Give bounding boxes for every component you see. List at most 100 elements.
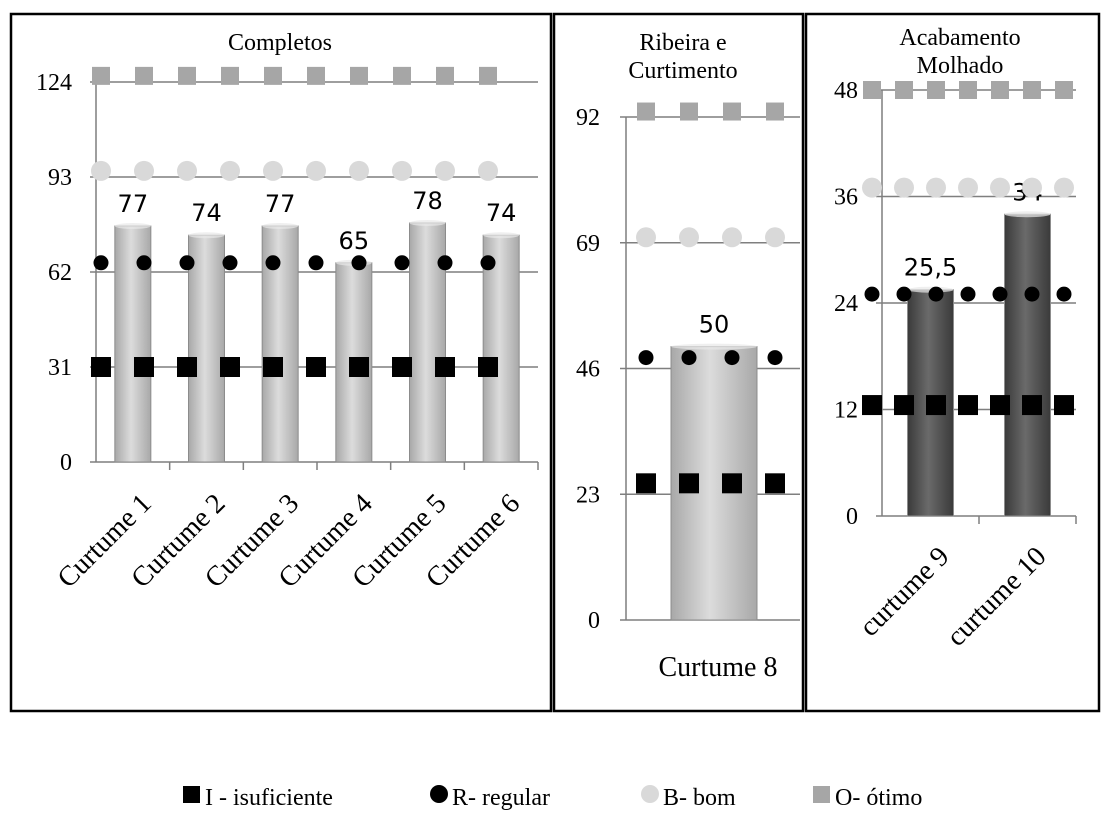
legend-marker-square (813, 786, 830, 803)
threshold-marker-regular (724, 350, 740, 366)
threshold-marker-good (765, 227, 785, 248)
threshold-marker-good (220, 160, 240, 181)
threshold-marker-excellent (895, 81, 913, 99)
y-tick-label: 24 (834, 291, 858, 317)
threshold-marker-excellent (1055, 81, 1073, 99)
data-label: 78 (412, 187, 443, 215)
legend-label: R- regular (452, 785, 550, 811)
threshold-marker-good (894, 177, 914, 198)
threshold-marker-excellent (393, 66, 411, 85)
y-tick-label: 0 (588, 608, 600, 634)
y-tick-label: 69 (576, 231, 600, 257)
threshold-marker-insufficient (177, 357, 197, 377)
y-tick-label: 23 (576, 482, 600, 508)
threshold-marker-regular (992, 286, 1008, 302)
chart-title: Ribeira e (639, 30, 726, 56)
threshold-marker-excellent (680, 102, 698, 121)
legend-item: O- ótimo (813, 785, 922, 811)
threshold-marker-insufficient (1054, 395, 1074, 416)
legend-item: R- regular (430, 785, 550, 811)
threshold-marker-excellent (436, 66, 454, 85)
threshold-marker-excellent (178, 66, 196, 85)
bar-top (262, 223, 299, 230)
data-label: 74 (486, 199, 517, 227)
bar-top (114, 223, 151, 230)
threshold-marker-regular (638, 350, 654, 366)
threshold-marker-good (990, 177, 1010, 198)
category-label: Curtume 8 (659, 652, 778, 683)
threshold-marker-excellent (350, 66, 368, 85)
y-tick-label: 12 (834, 398, 858, 424)
bar-top (409, 219, 446, 226)
threshold-marker-insufficient (765, 473, 785, 494)
threshold-marker-insufficient (435, 357, 455, 377)
y-tick-label: 0 (846, 504, 858, 530)
data-label: 74 (191, 199, 222, 227)
threshold-marker-regular (394, 255, 410, 271)
y-tick-label: 0 (60, 450, 72, 476)
threshold-marker-regular (480, 255, 496, 271)
y-tick-label: 124 (36, 70, 72, 96)
threshold-marker-insufficient (263, 357, 283, 377)
bar (188, 234, 225, 463)
legend-item: B- bom (641, 785, 736, 811)
threshold-marker-regular (351, 255, 367, 271)
threshold-marker-insufficient (679, 473, 699, 494)
chart-title: Completos (228, 30, 332, 56)
threshold-marker-insufficient (926, 395, 946, 416)
panel-frame (552, 12, 805, 713)
threshold-marker-insufficient (349, 357, 369, 377)
data-label: 50 (699, 311, 730, 339)
data-label: 77 (118, 190, 149, 218)
threshold-marker-good (679, 227, 699, 248)
data-label: 65 (339, 227, 370, 255)
threshold-marker-excellent (991, 81, 1009, 99)
threshold-marker-good (91, 160, 111, 181)
y-tick-label: 93 (48, 165, 72, 191)
threshold-marker-good (722, 227, 742, 248)
threshold-marker-regular (896, 286, 912, 302)
y-tick-label: 36 (834, 185, 858, 211)
threshold-marker-excellent (92, 66, 110, 85)
threshold-marker-good (435, 160, 455, 181)
threshold-marker-insufficient (1022, 395, 1042, 416)
threshold-marker-insufficient (392, 357, 412, 377)
panel-frame (804, 12, 1101, 713)
threshold-marker-good (958, 177, 978, 198)
y-tick-label: 31 (48, 355, 72, 381)
legend-item: I - isuficiente (183, 785, 333, 811)
threshold-marker-insufficient (958, 395, 978, 416)
threshold-marker-regular (1024, 286, 1040, 302)
threshold-marker-regular (93, 255, 109, 271)
threshold-marker-regular (136, 255, 152, 271)
legend-label: I - isuficiente (205, 785, 333, 811)
threshold-marker-good (862, 177, 882, 198)
threshold-marker-regular (308, 255, 324, 271)
threshold-marker-insufficient (306, 357, 326, 377)
threshold-marker-regular (681, 350, 697, 366)
bar-top (483, 232, 520, 239)
threshold-marker-insufficient (636, 473, 656, 494)
threshold-marker-excellent (927, 81, 945, 99)
threshold-marker-excellent (221, 66, 239, 85)
threshold-marker-regular (864, 286, 880, 302)
threshold-marker-regular (222, 255, 238, 271)
threshold-marker-insufficient (722, 473, 742, 494)
threshold-marker-good (177, 160, 197, 181)
threshold-marker-good (636, 227, 656, 248)
threshold-marker-regular (767, 350, 783, 366)
threshold-marker-excellent (637, 102, 655, 121)
threshold-marker-insufficient (478, 357, 498, 377)
y-tick-label: 92 (576, 105, 600, 131)
threshold-marker-insufficient (220, 357, 240, 377)
bar-top (1004, 211, 1051, 218)
threshold-marker-excellent (1023, 81, 1041, 99)
threshold-marker-good (306, 160, 326, 181)
threshold-marker-excellent (723, 102, 741, 121)
threshold-marker-excellent (479, 66, 497, 85)
threshold-marker-excellent (307, 66, 325, 85)
threshold-marker-excellent (264, 66, 282, 85)
